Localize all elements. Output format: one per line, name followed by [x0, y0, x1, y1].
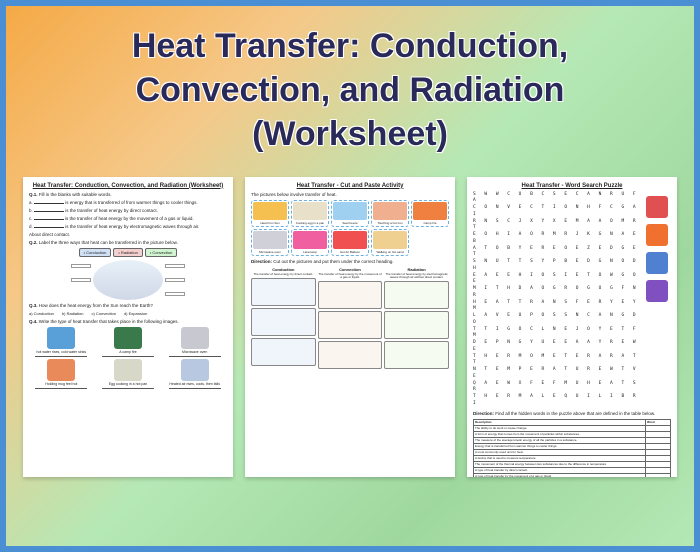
sheet1-q1: Q.1. Fill in the blanks with suitable wo…: [29, 192, 227, 197]
wordsearch-grid: S W W C U B C S E C A N R U F AC O N V E…: [473, 192, 639, 408]
cut-cell: Microwave oven: [251, 229, 289, 256]
sheet2-paste-cols: ConductionThe transfer of heat energy by…: [251, 267, 449, 372]
sheet1-title: Heat Transfer: Conduction, Convection, a…: [29, 183, 227, 189]
title-line-2: Convection, and Radiation: [26, 68, 674, 112]
sheet1-q4: Q.4. Write the type of heat transfer tha…: [29, 319, 227, 324]
paste-column: ConductionThe transfer of heat energy by…: [251, 267, 316, 372]
mc-option: c) Convection: [91, 311, 115, 316]
cut-cell: [411, 229, 449, 256]
sheet3-icons: [643, 192, 671, 302]
sheet3-def-table: Description Word The ability to do work …: [473, 419, 671, 477]
image-cell: Heated air rises, cools, then falls: [162, 359, 227, 389]
sheet1-q2: Q.2. Label the three ways that heat can …: [29, 240, 227, 245]
decoration-icon: [646, 280, 668, 302]
label-box: • Conduction: [79, 248, 112, 257]
sheet1-q4-grid: hot water rises, cold water sinksA camp …: [29, 327, 227, 389]
worksheet-previews: Heat Transfer: Conduction, Convection, a…: [6, 167, 694, 487]
cut-cell: Sea breeze: [331, 200, 369, 227]
table-row: A type of heat transfer by the movement …: [474, 473, 671, 477]
q1-item: b. is the transfer of heat energy by dir…: [29, 208, 227, 213]
sheet2-subtitle: The pictures below involve transfer of h…: [251, 192, 449, 197]
image-cell: Microwave oven: [162, 327, 227, 357]
cut-cell: Touching a hot iron: [371, 200, 409, 227]
worksheet-3: Heat Transfer - Word Search Puzzle S W W…: [467, 177, 677, 477]
image-cell: Egg cooking in a hot pan: [96, 359, 161, 389]
sheet1-about: About direct contact.: [29, 232, 227, 237]
cut-cell: Camp fire: [411, 200, 449, 227]
page-title: Heat Transfer: Conduction, Convection, a…: [6, 6, 694, 167]
mc-option: a) Conduction: [29, 311, 54, 316]
title-line-3: (Worksheet): [26, 112, 674, 156]
cut-cell: Cooking egg in a pan: [291, 200, 329, 227]
sheet2-title: Heat Transfer - Cut and Paste Activity: [251, 183, 449, 189]
cut-cell: Walking on hot sand: [371, 229, 409, 256]
worksheet-1: Heat Transfer: Conduction, Convection, a…: [23, 177, 233, 477]
sheet3-wordsearch-row: S W W C U B C S E C A N R U F AC O N V E…: [473, 192, 671, 408]
q1-item: c. is the transfer of heat energy by the…: [29, 216, 227, 221]
label-box: • Radiation: [113, 248, 142, 257]
q1-item: a. is energy that is transferred of from…: [29, 200, 227, 205]
q1-item: d. is the transfer of heat energy by ele…: [29, 224, 227, 229]
cut-cell: Heat from Sun: [251, 200, 289, 227]
decoration-icon: [646, 224, 668, 246]
sheet2-cut-grid: Heat from SunCooking egg in a panSea bre…: [251, 200, 449, 256]
title-line-1: Heat Transfer: Conduction,: [26, 24, 674, 68]
paste-column: RadiationThe transfer of heat energy by …: [384, 267, 449, 372]
sheet1-q3: Q.3. How does the heat energy from the S…: [29, 303, 227, 308]
mc-option: d) Expansion: [124, 311, 147, 316]
mc-option: b) Radiation: [62, 311, 84, 316]
image-cell: hot water rises, cold water sinks: [29, 327, 94, 357]
image-cell: A camp fire: [96, 327, 161, 357]
cut-cell: Lava lamp: [291, 229, 329, 256]
paste-column: ConvectionThe transfer of heat energy by…: [318, 267, 383, 372]
sheet3-direction: Direction: Find all the hidden words in …: [473, 411, 671, 416]
worksheet-2: Heat Transfer - Cut and Paste Activity T…: [245, 177, 455, 477]
decoration-icon: [646, 196, 668, 218]
sheet1-q2-boxes: • Conduction• Radiation• Convection: [29, 248, 227, 257]
sheet1-q3-options: a) Conduction b) Radiation c) Convection d)…: [29, 311, 227, 316]
image-cell: Holding mug feel hot: [29, 359, 94, 389]
label-box: • Convection: [145, 248, 178, 257]
sheet1-q1-items: a. is energy that is transferred of from…: [29, 200, 227, 229]
sheet2-direction: Direction: Cut out the pictures and put …: [251, 259, 449, 264]
decoration-icon: [646, 252, 668, 274]
cut-cell: Hot Air Balloon: [331, 229, 369, 256]
sheet3-title: Heat Transfer - Word Search Puzzle: [473, 183, 671, 189]
sheet1-diagram: [93, 260, 163, 300]
